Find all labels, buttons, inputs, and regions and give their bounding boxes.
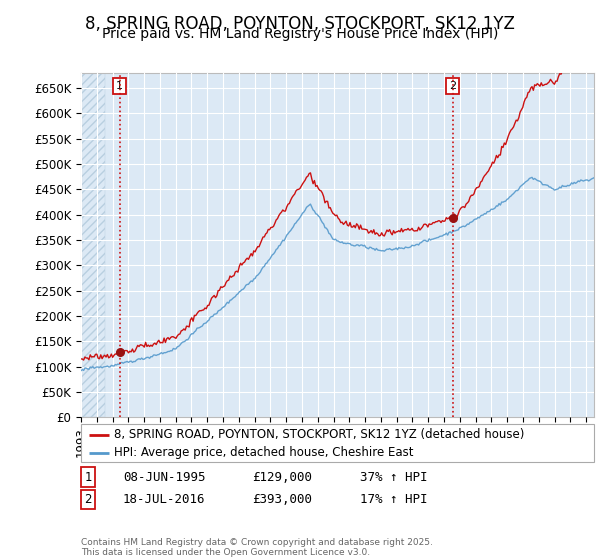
Text: 1: 1	[116, 81, 123, 91]
Text: 1: 1	[85, 470, 92, 484]
Text: £129,000: £129,000	[252, 470, 312, 484]
Text: 08-JUN-1995: 08-JUN-1995	[123, 470, 205, 484]
Text: Contains HM Land Registry data © Crown copyright and database right 2025.
This d: Contains HM Land Registry data © Crown c…	[81, 538, 433, 557]
Text: HPI: Average price, detached house, Cheshire East: HPI: Average price, detached house, Ches…	[115, 446, 414, 459]
Text: 8, SPRING ROAD, POYNTON, STOCKPORT, SK12 1YZ: 8, SPRING ROAD, POYNTON, STOCKPORT, SK12…	[85, 15, 515, 32]
Text: 18-JUL-2016: 18-JUL-2016	[123, 493, 205, 506]
Text: 17% ↑ HPI: 17% ↑ HPI	[360, 493, 427, 506]
Text: £393,000: £393,000	[252, 493, 312, 506]
Text: 8, SPRING ROAD, POYNTON, STOCKPORT, SK12 1YZ (detached house): 8, SPRING ROAD, POYNTON, STOCKPORT, SK12…	[115, 428, 525, 441]
Text: 37% ↑ HPI: 37% ↑ HPI	[360, 470, 427, 484]
Text: 2: 2	[449, 81, 456, 91]
Text: 2: 2	[85, 493, 92, 506]
Text: Price paid vs. HM Land Registry's House Price Index (HPI): Price paid vs. HM Land Registry's House …	[102, 27, 498, 41]
